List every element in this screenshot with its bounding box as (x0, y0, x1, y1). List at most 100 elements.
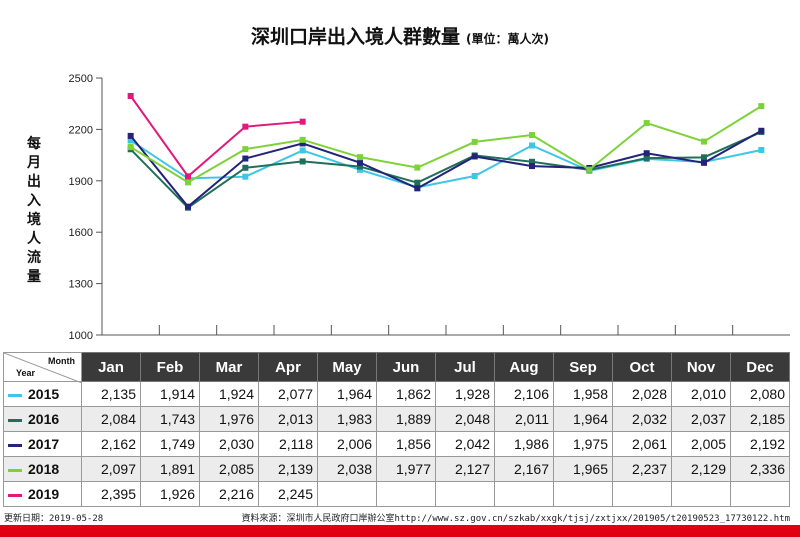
value-cell: 2,162 (81, 431, 141, 457)
value-cell: 2,084 (81, 406, 141, 432)
month-header: Aug (494, 352, 554, 382)
value-cell: 2,028 (612, 381, 672, 407)
month-header: Mar (199, 352, 259, 382)
month-header: May (317, 352, 377, 382)
value-cell: 2,011 (494, 406, 554, 432)
data-point (185, 179, 191, 186)
data-point (127, 144, 134, 151)
y-axis-label: 每月出入境人流量 (27, 136, 41, 285)
month-header: Dec (730, 352, 790, 382)
value-cell: 1,964 (553, 406, 613, 432)
data-point (242, 164, 249, 171)
value-cell (671, 481, 731, 507)
value-cell: 1,924 (199, 381, 259, 407)
value-cell: 2,127 (435, 456, 495, 482)
value-cell: 2,129 (671, 456, 731, 482)
axes (101, 78, 790, 336)
data-point (357, 163, 363, 170)
value-cell: 2,118 (258, 431, 318, 457)
data-point (529, 142, 535, 149)
value-cell: 2,010 (671, 381, 731, 407)
table-header-row: Month Year Jan Feb Mar Apr May Jun Jul Aug Sep Oc… (3, 352, 790, 383)
value-cell: 2,139 (258, 456, 318, 482)
data-point (127, 92, 134, 99)
data-point (357, 159, 363, 166)
value-cell: 1,965 (553, 456, 613, 482)
series-2018 (127, 103, 765, 186)
data-point (643, 150, 650, 157)
y-tick-label: 1300 (69, 279, 93, 291)
data-point (414, 164, 421, 171)
month-header: Oct (612, 352, 672, 382)
series-lines (127, 92, 765, 211)
data-point (127, 132, 134, 139)
y-tick-label: 2500 (69, 73, 93, 85)
value-cell: 1,891 (140, 456, 200, 482)
value-cell: 2,245 (258, 481, 318, 507)
value-cell: 1,958 (553, 381, 613, 407)
value-cell: 2,336 (730, 456, 790, 482)
month-header: Jan (81, 352, 141, 382)
value-cell: 1,862 (376, 381, 436, 407)
data-point (127, 137, 134, 144)
update-date: 更新日期：2019-05-28 (4, 514, 104, 524)
data-point (299, 118, 306, 125)
table-row: 2018 2,097 1,891 2,085 2,139 2,038 1,977 2,127 2… (3, 456, 790, 482)
y-tick-label: 1600 (69, 227, 93, 239)
value-cell: 1,986 (494, 431, 554, 457)
data-point (758, 127, 765, 134)
value-cell: 2,038 (317, 456, 377, 482)
year-label-text: 2018 (28, 461, 60, 477)
series-2016 (127, 128, 765, 211)
value-cell: 2,030 (199, 431, 259, 457)
month-header: Jul (435, 352, 495, 382)
data-point (529, 132, 535, 139)
series-line (129, 131, 762, 210)
data-table: Month Year Jan Feb Mar Apr May Jun Jul Aug Sep Oc… (3, 352, 790, 507)
data-point (701, 138, 707, 145)
value-cell: 1,749 (140, 431, 200, 457)
year-cell: 2018 (3, 456, 82, 482)
value-cell (317, 481, 377, 507)
data-point (242, 123, 249, 130)
legend-swatch (8, 393, 22, 397)
value-cell: 2,032 (612, 406, 672, 432)
value-cell: 1,856 (376, 431, 436, 457)
value-cell: 1,975 (553, 431, 613, 457)
data-point (185, 173, 191, 180)
data-point (242, 146, 249, 153)
data-point (357, 154, 363, 161)
series-2019 (127, 92, 306, 180)
value-cell: 2,005 (671, 431, 731, 457)
y-tick-label: 1000 (69, 330, 93, 342)
value-cell: 2,395 (81, 481, 141, 507)
value-cell: 2,006 (317, 431, 377, 457)
value-cell (376, 481, 436, 507)
month-header: Sep (553, 352, 613, 382)
value-cell: 1,743 (140, 406, 200, 432)
year-cell: 2016 (3, 406, 82, 432)
value-cell: 2,061 (612, 431, 672, 457)
title-text: 深圳口岸出入境人群數量 (251, 26, 461, 48)
data-source: 資料來源：深圳市人民政府口岸辦公室http://www.sz.gov.cn/sz… (241, 514, 790, 524)
data-point (299, 136, 306, 143)
data-point (643, 155, 650, 162)
chart-title: 深圳口岸出入境人群數量 (單位：萬人次) (0, 22, 800, 49)
legend-swatch (8, 418, 22, 422)
value-cell: 2,080 (730, 381, 790, 407)
table-row: 2015 2,135 1,914 1,924 2,077 1,964 1,862 1,928 2… (3, 381, 790, 407)
series-line (130, 105, 762, 184)
data-point (299, 140, 306, 147)
value-cell: 1,976 (199, 406, 259, 432)
value-cell: 1,928 (435, 381, 495, 407)
value-cell: 1,889 (376, 406, 436, 432)
value-cell: 1,964 (317, 381, 377, 407)
bottom-red-bar (0, 525, 800, 537)
data-point (701, 159, 707, 166)
data-point (242, 155, 249, 162)
value-cell: 2,135 (81, 381, 141, 407)
legend-swatch (8, 493, 22, 497)
data-point (643, 120, 650, 127)
month-header: Jun (376, 352, 436, 382)
value-cell: 2,013 (258, 406, 318, 432)
